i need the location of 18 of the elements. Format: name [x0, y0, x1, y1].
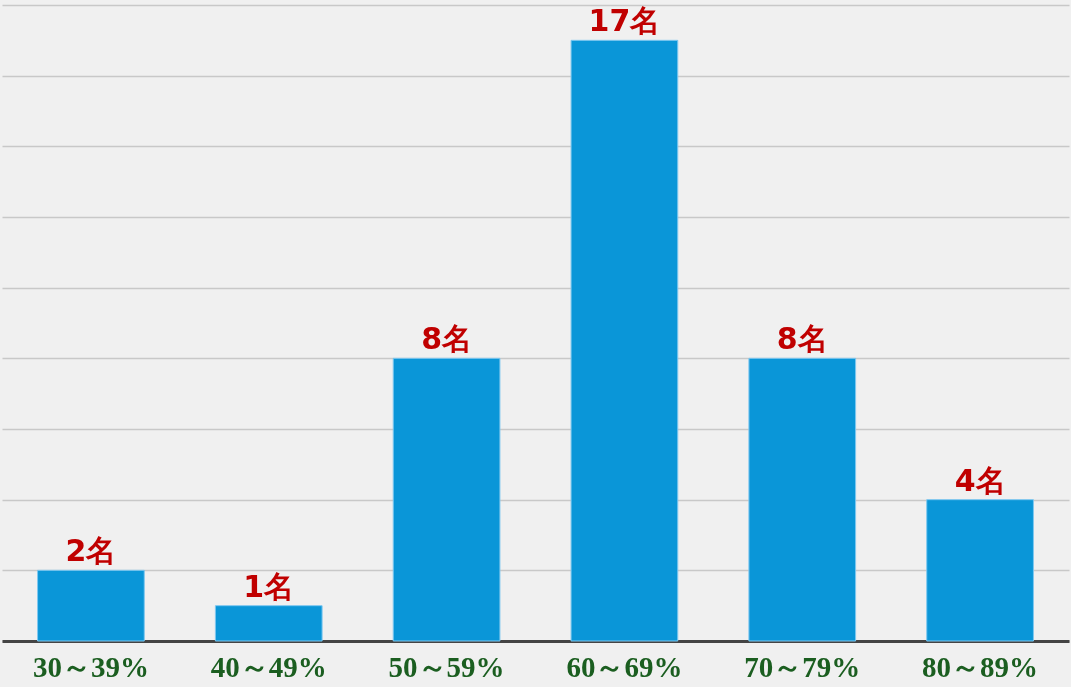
x-tick-label: 40～49% — [210, 650, 327, 683]
x-tick-label: 50～59% — [388, 650, 505, 683]
bar — [748, 357, 857, 642]
data-label: 8名 — [776, 321, 828, 357]
data-label: 1名 — [243, 568, 295, 604]
x-tick-label: 60～69% — [566, 650, 683, 683]
data-label: 2名 — [65, 533, 117, 569]
bar — [392, 357, 501, 642]
bar — [926, 499, 1034, 642]
x-tick-label: 80～89% — [922, 650, 1039, 683]
bar — [214, 605, 323, 642]
data-label: 8名 — [421, 321, 473, 357]
data-label: 4名 — [954, 462, 1006, 498]
x-tick-label: 70～79% — [744, 650, 861, 683]
bar — [570, 39, 679, 642]
data-label: 17名 — [588, 3, 661, 39]
x-tick-label: 30～39% — [32, 650, 149, 683]
bar — [37, 569, 145, 642]
